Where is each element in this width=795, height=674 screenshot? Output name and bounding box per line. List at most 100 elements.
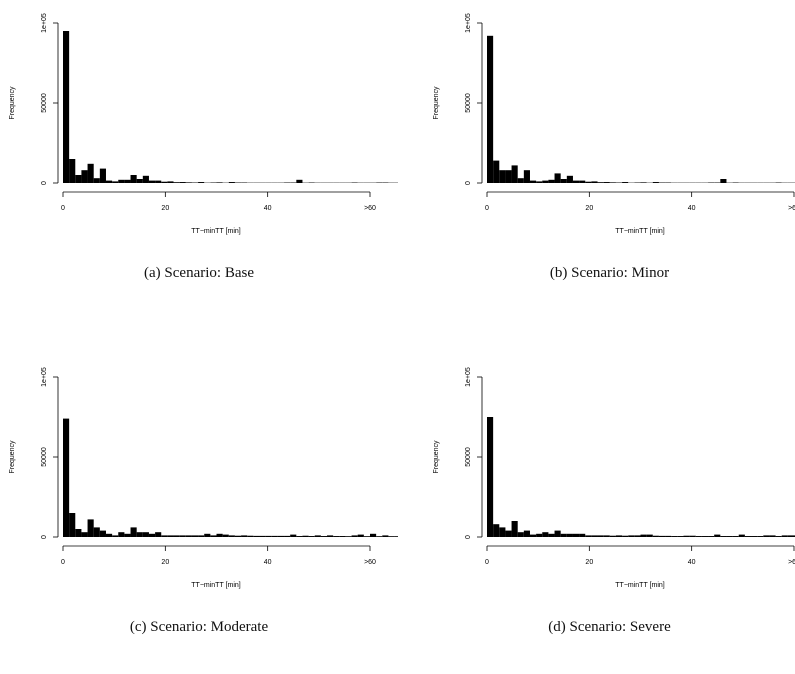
histogram-bar bbox=[217, 534, 223, 537]
histogram-bar bbox=[198, 535, 204, 537]
histogram-bar bbox=[720, 179, 726, 183]
histogram-bar bbox=[137, 532, 143, 537]
y-axis-label: Frequency bbox=[433, 440, 440, 474]
histogram-bar bbox=[573, 181, 579, 183]
histogram-bar bbox=[186, 535, 192, 537]
histogram-bar bbox=[63, 31, 69, 183]
histogram-bar bbox=[309, 536, 315, 537]
histogram-bar bbox=[763, 535, 769, 537]
histogram-bar bbox=[161, 535, 167, 537]
histogram-bar bbox=[696, 536, 702, 537]
histogram-bar bbox=[333, 536, 339, 537]
histogram-bar bbox=[284, 536, 290, 537]
histogram-bar bbox=[69, 513, 75, 537]
x-tick-label: 40 bbox=[264, 559, 272, 566]
histogram-bar bbox=[487, 36, 493, 183]
histogram-bar bbox=[536, 181, 542, 183]
x-tick-label: 0 bbox=[485, 205, 489, 212]
histogram-bar bbox=[204, 534, 210, 537]
x-tick-label: >60 bbox=[364, 205, 376, 212]
histogram-bar bbox=[714, 535, 720, 537]
histogram-bar bbox=[241, 535, 247, 537]
histogram-bar bbox=[339, 536, 345, 537]
y-tick-label: 0 bbox=[465, 535, 472, 539]
x-tick-label: 0 bbox=[485, 559, 489, 566]
histogram-bar bbox=[106, 534, 112, 537]
caption-text: Scenario: Moderate bbox=[150, 619, 268, 635]
histogram-bar bbox=[653, 536, 659, 537]
y-tick-label: 1e+05 bbox=[41, 367, 48, 387]
histogram-bar bbox=[579, 534, 585, 537]
x-tick-label: 0 bbox=[61, 205, 65, 212]
histogram-bar bbox=[266, 536, 272, 537]
histogram-bar bbox=[118, 532, 124, 537]
histogram-bar bbox=[493, 524, 499, 537]
histogram-bar bbox=[388, 536, 394, 537]
histogram-bar bbox=[518, 532, 524, 537]
histogram-bar bbox=[512, 521, 518, 537]
histogram-bar bbox=[561, 179, 567, 183]
histogram-bar bbox=[186, 182, 192, 183]
histogram-bar bbox=[198, 182, 204, 183]
histogram-bar bbox=[671, 536, 677, 537]
panel-caption: (c) Scenario: Moderate bbox=[0, 619, 398, 636]
histogram-bar bbox=[720, 536, 726, 537]
histogram-bar bbox=[345, 536, 351, 537]
histogram-bar bbox=[229, 535, 235, 537]
histogram-bar bbox=[776, 536, 782, 537]
histogram-bar bbox=[683, 536, 689, 537]
y-tick-label: 50000 bbox=[41, 447, 48, 467]
histogram-bar bbox=[641, 182, 647, 183]
histogram-bar bbox=[229, 182, 235, 183]
histogram-bar bbox=[739, 535, 745, 537]
histogram-bar bbox=[327, 535, 333, 537]
x-axis-label: TT−minTT [min] bbox=[615, 228, 665, 235]
histogram-bar bbox=[604, 182, 610, 183]
histogram-bar bbox=[641, 535, 647, 537]
x-tick-label: 20 bbox=[585, 205, 593, 212]
histogram-bar bbox=[315, 535, 321, 537]
histogram-bar bbox=[81, 532, 87, 537]
histogram-bar bbox=[131, 527, 137, 537]
histogram-bar bbox=[180, 535, 186, 537]
histogram-bar bbox=[106, 181, 112, 183]
histogram-bar bbox=[88, 519, 94, 537]
x-tick-label: >60 bbox=[788, 559, 795, 566]
histogram-bar bbox=[757, 536, 763, 537]
histogram-bar bbox=[174, 182, 180, 183]
histogram-bar bbox=[376, 536, 382, 537]
x-tick-label: 40 bbox=[688, 559, 696, 566]
histogram-bars bbox=[63, 31, 398, 183]
x-tick-label: 40 bbox=[264, 205, 272, 212]
histogram-bar bbox=[296, 180, 302, 183]
y-tick-label: 50000 bbox=[41, 93, 48, 113]
y-tick-label: 1e+05 bbox=[41, 13, 48, 33]
histogram-bar bbox=[567, 176, 573, 183]
histogram-bar bbox=[63, 419, 69, 537]
histogram-bar bbox=[622, 536, 628, 537]
histogram-bar bbox=[321, 536, 327, 537]
histogram-bar bbox=[167, 535, 173, 537]
histogram-bar bbox=[659, 536, 665, 537]
histogram-bar bbox=[143, 176, 149, 183]
y-tick-label: 0 bbox=[465, 181, 472, 185]
histogram-bar bbox=[192, 535, 198, 537]
histogram-bar bbox=[524, 531, 530, 537]
histogram-bar bbox=[81, 170, 87, 183]
y-tick-label: 1e+05 bbox=[465, 13, 472, 33]
histogram-bar bbox=[235, 536, 241, 537]
histogram-bar bbox=[769, 535, 775, 537]
histogram-bar bbox=[302, 536, 308, 537]
histogram-bar bbox=[677, 536, 683, 537]
x-tick-label: 40 bbox=[688, 205, 696, 212]
histogram-bar bbox=[536, 534, 542, 537]
histogram-bar bbox=[530, 535, 536, 537]
histogram-bar bbox=[542, 532, 548, 537]
histogram-bar bbox=[395, 536, 398, 537]
caption-label: (a) bbox=[144, 265, 161, 281]
histogram-bar bbox=[505, 531, 511, 537]
panel-caption: (b) Scenario: Minor bbox=[424, 265, 795, 282]
